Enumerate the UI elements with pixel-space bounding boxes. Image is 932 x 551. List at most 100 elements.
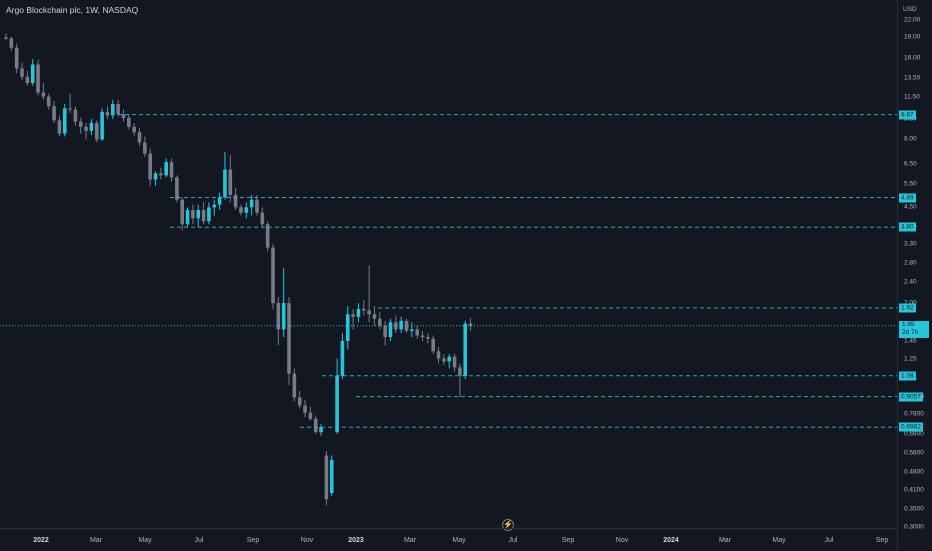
price-tick-label: 8.00 [904,135,917,143]
current-price-value: 1.65 [902,320,915,328]
level-price-label[interactable]: 3.80 [899,222,916,232]
chart-area[interactable]: Argo Blockchain plc, 1W, NASDAQ ⚡ [0,0,897,531]
price-tick-label: 0.7800 [904,410,924,418]
price-tick-label: 0.4100 [904,486,924,494]
price-tick-label: 3.30 [904,240,917,248]
time-tick-label: May [452,537,466,544]
level-price-label[interactable]: 9.87 [899,110,916,120]
candle [4,33,8,40]
candle [271,243,275,310]
candle [303,399,307,418]
time-tick-label: Sep [875,537,889,544]
candle [361,300,366,316]
candle [372,306,377,326]
price-tick-label: 11.50 [904,93,920,101]
candle [335,358,339,434]
candle [121,109,126,122]
candle [207,202,211,225]
candle [180,197,185,231]
candle [111,99,115,120]
candle [201,202,206,225]
price-tick-label: 0.3000 [904,523,924,531]
candle [52,100,56,123]
candle [281,267,286,338]
level-price-label[interactable]: 0.9057 [899,392,923,402]
candle [319,423,323,436]
candle [105,106,110,120]
time-tick-label: 2024 [663,537,679,544]
time-tick-label: Mar [403,537,417,544]
candle [20,62,24,81]
time-tick-label: Mar [718,537,732,544]
candle [25,70,30,86]
time-tick-label: 2023 [348,537,364,544]
time-tick-label: May [138,537,152,544]
candle [399,316,403,334]
candle [313,415,318,434]
level-price-label[interactable]: 4.89 [899,193,916,203]
price-tick-label: 9.50 [904,115,917,123]
price-tick-label: 5.50 [904,180,917,188]
candle [458,363,462,398]
candle [442,353,446,366]
candle [420,330,425,342]
candle [415,325,419,339]
price-tick-label: 0.6600 [904,430,924,438]
candle [260,207,265,228]
candle [185,207,190,228]
candle [394,315,398,334]
candle [447,353,452,369]
time-tick-label: Nov [300,537,314,544]
candle [297,390,302,409]
candle [191,204,195,225]
candle [84,122,88,140]
candle [249,194,254,216]
chart-title: Argo Blockchain plc, 1W, NASDAQ [6,5,139,15]
current-price-label: 1.65 2d 7h [899,320,929,338]
level-price-label[interactable]: 0.6982 [899,422,923,432]
candle [383,320,387,346]
price-tick-label: 0.3500 [904,505,924,513]
candle [426,333,430,344]
candle [89,119,94,136]
candle [196,204,201,228]
candle [137,128,142,146]
time-tick-label: Jul [824,537,834,544]
candle [153,171,158,186]
candle [14,43,19,74]
candle [175,175,179,203]
candle [46,93,51,110]
candle [143,136,147,157]
price-tick-label: 19.00 [904,33,921,41]
price-axis[interactable]: USD 22.00 19.00 16.00 13.50 11.50 9.50 8.00 6.5… [897,0,932,550]
price-tick-label: 22.00 [904,16,921,24]
candle [9,36,14,51]
candlestick-chart[interactable] [0,0,897,528]
candle [378,312,382,330]
time-tick-label: Sep [246,537,260,544]
candle [217,192,222,210]
candle [388,318,393,342]
candle [345,306,350,350]
level-price-label[interactable]: 1.92 [899,303,916,313]
price-tick-label: 16.00 [904,54,921,62]
candle [244,202,249,219]
time-axis[interactable]: 2022 Mar May Jul Sep Nov 2023 Mar May Jul Sep Nov 20… [0,528,897,551]
candle [404,318,409,334]
candle [292,368,297,402]
candle [73,106,78,126]
candle [132,122,136,137]
candle [212,199,217,216]
candle [57,115,62,137]
replay-icon[interactable]: ⚡ [502,519,514,531]
time-tick-label: May [772,537,786,544]
candle [255,194,259,216]
candle [127,114,131,130]
candle [239,204,243,216]
candle [159,167,163,180]
candle [436,346,441,364]
candle [41,83,46,100]
time-tick-label: Sep [561,537,575,544]
candle [452,353,457,372]
level-price-label[interactable]: 1.08 [899,371,916,381]
